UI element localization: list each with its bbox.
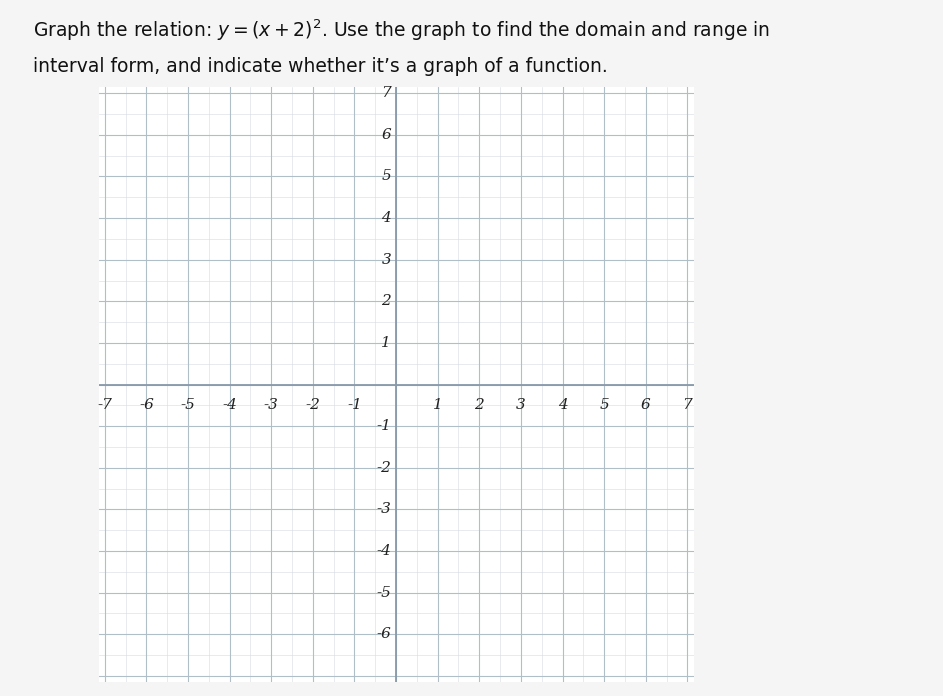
Text: -1: -1 bbox=[347, 398, 362, 412]
Text: 7: 7 bbox=[381, 86, 391, 100]
Text: 5: 5 bbox=[381, 169, 391, 184]
Text: 6: 6 bbox=[381, 128, 391, 142]
Text: -2: -2 bbox=[376, 461, 391, 475]
Text: -5: -5 bbox=[376, 585, 391, 600]
Text: -3: -3 bbox=[264, 398, 278, 412]
Text: 6: 6 bbox=[641, 398, 651, 412]
Text: 1: 1 bbox=[433, 398, 442, 412]
Text: 2: 2 bbox=[474, 398, 484, 412]
Text: -7: -7 bbox=[97, 398, 112, 412]
Text: -4: -4 bbox=[376, 544, 391, 558]
Text: 5: 5 bbox=[599, 398, 609, 412]
Text: 4: 4 bbox=[557, 398, 568, 412]
Text: -6: -6 bbox=[139, 398, 154, 412]
Text: 7: 7 bbox=[683, 398, 692, 412]
Text: 3: 3 bbox=[516, 398, 526, 412]
Text: 3: 3 bbox=[381, 253, 391, 267]
Text: 2: 2 bbox=[381, 294, 391, 308]
Text: -4: -4 bbox=[223, 398, 237, 412]
Text: -3: -3 bbox=[376, 503, 391, 516]
Text: -5: -5 bbox=[180, 398, 195, 412]
Text: Graph the relation: $y = (x + 2)^2$. Use the graph to find the domain and range : Graph the relation: $y = (x + 2)^2$. Use… bbox=[33, 17, 770, 43]
Text: -1: -1 bbox=[376, 419, 391, 433]
Text: 1: 1 bbox=[381, 336, 391, 350]
Text: -2: -2 bbox=[306, 398, 321, 412]
Text: 4: 4 bbox=[381, 211, 391, 225]
Text: -6: -6 bbox=[376, 627, 391, 641]
Text: interval form, and indicate whether it’s a graph of a function.: interval form, and indicate whether it’s… bbox=[33, 57, 607, 76]
